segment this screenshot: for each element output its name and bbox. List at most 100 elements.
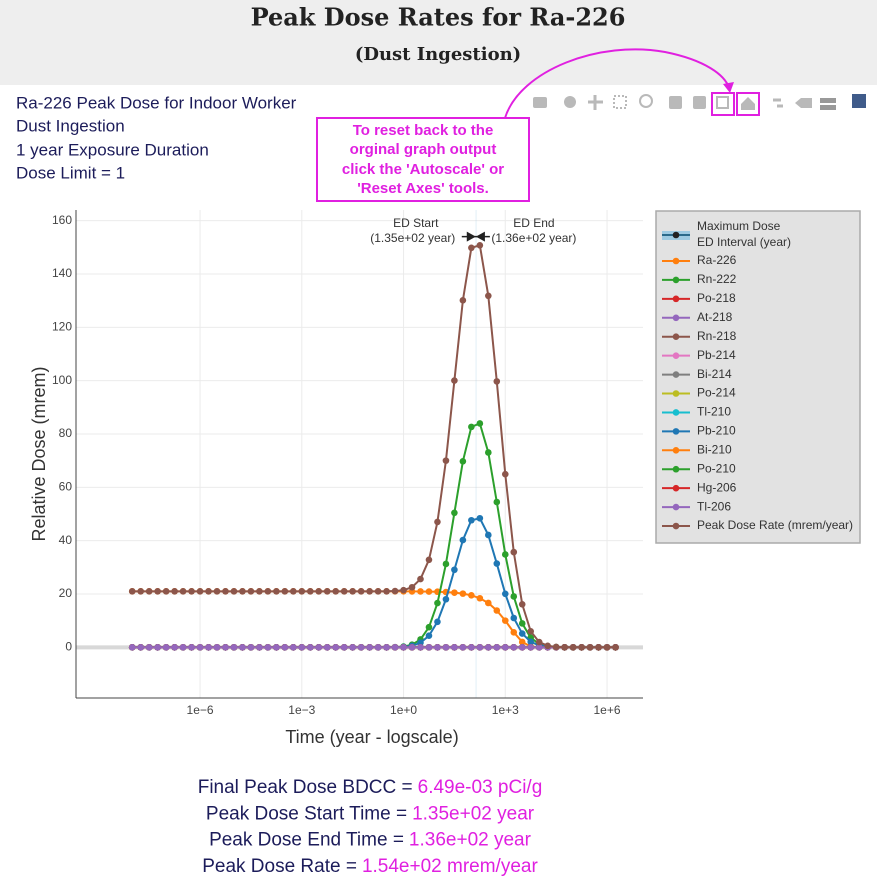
data-point xyxy=(239,588,246,595)
data-point xyxy=(383,587,390,595)
data-point xyxy=(408,644,416,651)
data-point xyxy=(425,623,433,631)
result-label: Final Peak Dose BDCC = xyxy=(198,777,413,798)
autoscale-icon[interactable] xyxy=(716,96,729,109)
data-point xyxy=(162,644,170,651)
select-icon[interactable] xyxy=(613,95,627,109)
data-point xyxy=(366,588,373,595)
results: Final Peak Dose BDCC = 6.49e-03 pCi/g Peak… xyxy=(198,777,543,877)
data-point xyxy=(535,644,543,651)
data-point xyxy=(493,644,501,651)
ed-start-label: ED Start xyxy=(393,216,439,230)
x-tick-label: 1e−6 xyxy=(187,703,214,717)
data-point xyxy=(442,595,450,603)
data-point xyxy=(552,643,560,651)
camera-icon[interactable] xyxy=(533,97,547,108)
data-point xyxy=(501,617,509,624)
ed-start-marker xyxy=(466,231,476,242)
page-subtitle: (Dust Ingestion) xyxy=(355,44,521,65)
data-point xyxy=(315,588,323,595)
pan-icon[interactable] xyxy=(588,95,603,110)
page-title: Peak Dose Rates for Ra-226 xyxy=(251,3,626,32)
data-point xyxy=(383,644,390,651)
y-tick-label: 0 xyxy=(65,640,72,654)
legend-label: Pb-214 xyxy=(697,348,736,362)
reset-axes-icon[interactable] xyxy=(741,97,755,110)
data-point xyxy=(154,644,161,651)
data-point xyxy=(256,644,263,651)
data-point xyxy=(451,644,458,651)
legend-swatch xyxy=(672,314,680,322)
data-point xyxy=(510,593,518,600)
data-point xyxy=(239,644,246,651)
legend-swatch xyxy=(672,484,680,492)
plotly-logo[interactable] xyxy=(852,94,866,108)
series-line xyxy=(132,590,616,649)
y-tick-label: 40 xyxy=(59,533,73,547)
data-point xyxy=(434,644,441,651)
data-point xyxy=(451,589,458,596)
y-tick-label: 160 xyxy=(52,213,72,227)
zoom-icon[interactable] xyxy=(564,96,576,108)
data-point xyxy=(459,536,467,544)
callout-text: orginal graph output xyxy=(350,141,497,158)
zoom-in-icon[interactable] xyxy=(669,96,682,109)
data-point xyxy=(518,630,526,637)
legend-swatch xyxy=(672,465,680,473)
data-point xyxy=(256,588,263,595)
result-line: Peak Dose Rate = 1.54e+02 mrem/year xyxy=(202,856,538,877)
hover-compare-icon[interactable] xyxy=(820,98,836,110)
info-line: Dust Ingestion xyxy=(16,116,125,135)
lasso-icon[interactable] xyxy=(639,94,653,108)
grid: 1e−6 1e−3 1e+0 1e+3 1e+6 0 20 40 60 80 100 120 140 16… xyxy=(52,210,643,717)
legend-label: Ra-226 xyxy=(697,253,737,267)
ed-end-label: (1.36e+02 year) xyxy=(491,231,576,245)
data-point xyxy=(230,644,238,651)
data-point xyxy=(145,588,153,595)
legend-label: Rn-218 xyxy=(697,329,737,343)
data-point xyxy=(408,583,416,591)
data-point xyxy=(493,560,501,567)
data-point xyxy=(569,644,577,651)
data-point xyxy=(306,588,314,595)
data-point xyxy=(434,518,441,526)
data-point xyxy=(442,644,450,651)
data-point xyxy=(510,548,518,556)
data-point xyxy=(230,588,238,595)
data-point xyxy=(493,378,501,385)
result-label: Peak Dose Rate = xyxy=(202,856,357,877)
data-point xyxy=(323,588,331,595)
data-point xyxy=(501,590,509,598)
data-point xyxy=(459,457,467,465)
x-tick-label: 1e+6 xyxy=(594,703,621,717)
data-point xyxy=(468,423,475,431)
data-point xyxy=(485,449,492,456)
series-line xyxy=(132,244,616,649)
info-line: 1 year Exposure Duration xyxy=(16,140,209,159)
data-point xyxy=(137,644,145,651)
data-point xyxy=(145,644,153,651)
data-point xyxy=(485,644,492,651)
data-point xyxy=(205,644,212,651)
legend-swatch xyxy=(672,257,680,265)
zoom-out-icon[interactable] xyxy=(693,96,706,109)
header-band xyxy=(0,0,877,85)
data-point xyxy=(137,588,145,595)
legend-label: Tl-206 xyxy=(697,499,731,513)
y-tick-label: 20 xyxy=(59,586,73,600)
data-point xyxy=(425,632,433,640)
hover-closest-icon[interactable] xyxy=(795,98,812,108)
spike-icon[interactable] xyxy=(773,98,783,108)
data-point xyxy=(332,644,340,651)
data-point xyxy=(374,644,382,651)
data-point xyxy=(154,588,161,595)
data-point xyxy=(595,644,602,651)
data-point xyxy=(501,644,509,651)
legend-swatch xyxy=(672,231,680,239)
data-point xyxy=(315,644,323,651)
result-value: 1.54e+02 mrem/year xyxy=(362,856,539,877)
callout-arrow xyxy=(504,48,730,119)
data-point xyxy=(196,644,204,651)
data-point xyxy=(586,644,594,651)
